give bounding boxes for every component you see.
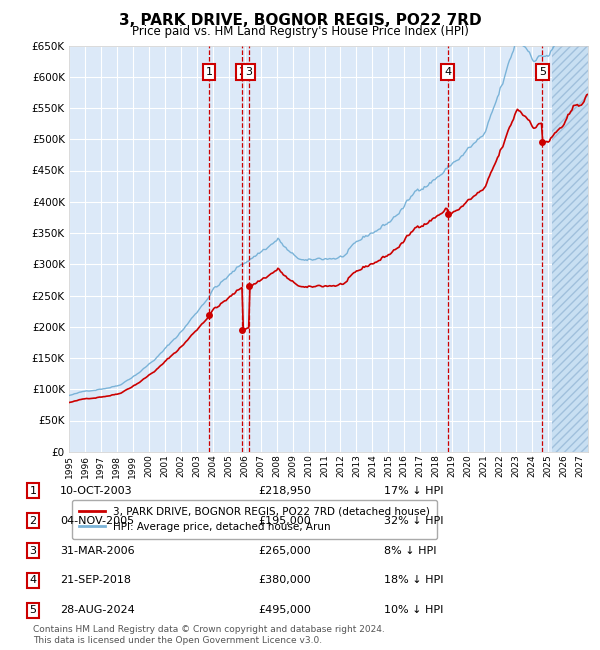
Text: 32% ↓ HPI: 32% ↓ HPI (384, 515, 443, 526)
Text: 31-MAR-2006: 31-MAR-2006 (60, 545, 134, 556)
Bar (552, 46, 600, 452)
Text: 3: 3 (245, 67, 252, 77)
Text: 4: 4 (444, 67, 451, 77)
Text: 17% ↓ HPI: 17% ↓ HPI (384, 486, 443, 496)
Text: 8% ↓ HPI: 8% ↓ HPI (384, 545, 437, 556)
Text: 21-SEP-2018: 21-SEP-2018 (60, 575, 131, 586)
Text: 3, PARK DRIVE, BOGNOR REGIS, PO22 7RD: 3, PARK DRIVE, BOGNOR REGIS, PO22 7RD (119, 13, 481, 28)
Text: £195,000: £195,000 (258, 515, 311, 526)
Text: 5: 5 (29, 605, 37, 616)
Text: 1: 1 (29, 486, 37, 496)
Legend: 3, PARK DRIVE, BOGNOR REGIS, PO22 7RD (detached house), HPI: Average price, deta: 3, PARK DRIVE, BOGNOR REGIS, PO22 7RD (d… (71, 500, 437, 540)
Text: 4: 4 (29, 575, 37, 586)
Text: 5: 5 (539, 67, 546, 77)
Text: £380,000: £380,000 (258, 575, 311, 586)
Text: 2: 2 (29, 515, 37, 526)
Text: 10% ↓ HPI: 10% ↓ HPI (384, 605, 443, 616)
Text: 1: 1 (206, 67, 213, 77)
Text: £218,950: £218,950 (258, 486, 311, 496)
Text: £495,000: £495,000 (258, 605, 311, 616)
Text: 2: 2 (239, 67, 245, 77)
Text: 18% ↓ HPI: 18% ↓ HPI (384, 575, 443, 586)
Text: 28-AUG-2024: 28-AUG-2024 (60, 605, 135, 616)
Text: 10-OCT-2003: 10-OCT-2003 (60, 486, 133, 496)
Text: £265,000: £265,000 (258, 545, 311, 556)
Text: 04-NOV-2005: 04-NOV-2005 (60, 515, 134, 526)
Text: Price paid vs. HM Land Registry's House Price Index (HPI): Price paid vs. HM Land Registry's House … (131, 25, 469, 38)
Text: 3: 3 (29, 545, 37, 556)
Text: Contains HM Land Registry data © Crown copyright and database right 2024.
This d: Contains HM Land Registry data © Crown c… (33, 625, 385, 645)
